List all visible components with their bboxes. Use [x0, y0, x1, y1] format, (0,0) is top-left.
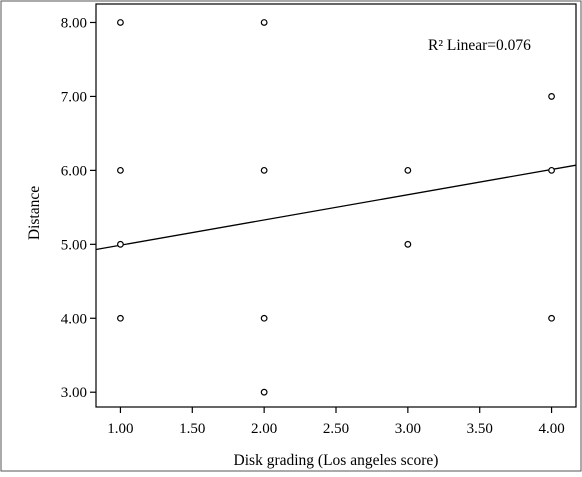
x-tick-label: 3.00 — [395, 421, 421, 437]
data-point — [548, 93, 555, 100]
y-tick-label: 6.00 — [61, 163, 87, 179]
x-tick-label: 2.00 — [251, 421, 277, 437]
y-axis-title: Distance — [26, 186, 43, 240]
x-tick-label: 3.50 — [467, 421, 493, 437]
x-tick-label: 1.50 — [179, 421, 205, 437]
y-tick-label: 3.00 — [61, 385, 87, 401]
data-point — [117, 19, 124, 26]
data-point — [117, 314, 124, 322]
x-tick-label: 2.50 — [323, 421, 349, 437]
points-layer — [117, 19, 555, 396]
x-tick-label: 4.00 — [538, 421, 564, 437]
data-point — [117, 166, 124, 174]
fit-line-layer — [95, 164, 577, 251]
data-point — [548, 166, 555, 174]
data-point — [260, 19, 268, 26]
data-point — [404, 240, 412, 248]
data-point — [260, 314, 268, 322]
linear-fit-line — [95, 164, 577, 251]
y-axis: 3.00 4.00 5.00 6.00 7.00 8.00 — [61, 15, 96, 401]
y-tick-label: 4.00 — [61, 311, 87, 327]
data-point — [548, 314, 555, 322]
data-point — [404, 166, 412, 174]
data-point — [117, 240, 124, 248]
r-squared-annotation: R² Linear=0.076 — [428, 37, 531, 54]
x-axis: 1.00 1.50 2.00 2.50 3.00 3.50 4.00 — [107, 407, 565, 437]
y-tick-label: 8.00 — [61, 15, 87, 31]
y-tick-label: 7.00 — [61, 89, 87, 105]
data-point — [260, 388, 268, 396]
x-axis-title: Disk grading (Los angeles score) — [234, 452, 439, 469]
y-tick-label: 5.00 — [61, 237, 87, 253]
plot-area — [95, 3, 577, 408]
x-tick-label: 1.00 — [107, 421, 133, 437]
data-point — [260, 166, 268, 174]
